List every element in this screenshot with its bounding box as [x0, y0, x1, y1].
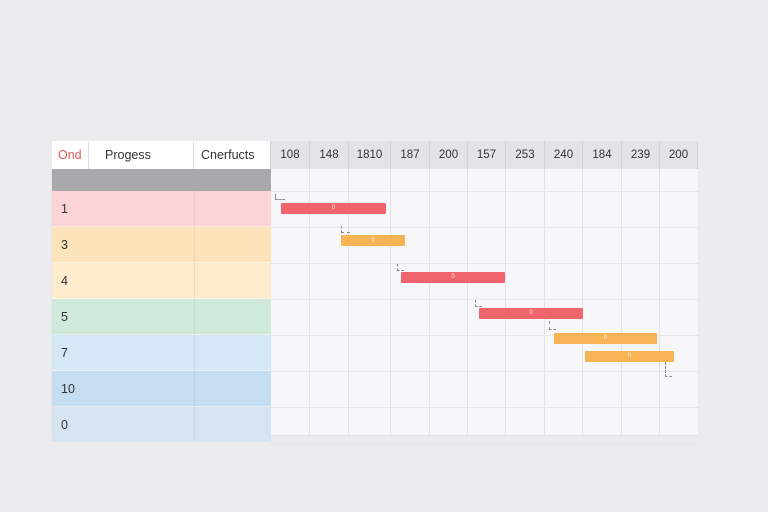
- task-row-id: 10: [61, 382, 75, 396]
- task-row[interactable]: 3: [52, 227, 271, 263]
- task-row[interactable]: 10: [52, 371, 271, 407]
- row-divider: [194, 371, 195, 406]
- task-row-id: 1: [61, 202, 68, 216]
- timeline-column-header[interactable]: 240: [545, 141, 583, 169]
- task-bar-label: 0: [627, 353, 632, 359]
- column-header-conflicts[interactable]: Cnerfucts: [194, 141, 271, 169]
- task-bar-label: 0: [371, 237, 375, 243]
- grid-subheader: [52, 169, 271, 191]
- dependency-link: [275, 194, 285, 200]
- task-row[interactable]: 1: [52, 191, 271, 227]
- column-header-id[interactable]: Ond: [52, 141, 89, 169]
- row-divider: [194, 227, 195, 262]
- row-divider: [194, 191, 195, 226]
- timeline-gridline: [467, 169, 468, 435]
- timeline-column-header[interactable]: 253: [506, 141, 545, 169]
- dependency-link: [665, 362, 672, 377]
- timeline-column-header[interactable]: 200: [430, 141, 468, 169]
- timeline-gridline: [505, 169, 506, 435]
- dependency-link: [475, 300, 482, 307]
- task-row-id: 3: [61, 238, 68, 252]
- task-bar-label: 0: [451, 274, 455, 280]
- timeline-row-line: [271, 371, 698, 372]
- task-row-id: 7: [61, 346, 68, 360]
- timeline-gridline: [582, 169, 583, 435]
- dependency-link: [397, 264, 404, 271]
- task-bar-label: 0: [331, 205, 336, 211]
- timeline-column-header[interactable]: 1810: [349, 141, 391, 169]
- grid-header: Ond Progess Cnerfucts: [52, 141, 271, 169]
- timeline-row-line: [271, 227, 698, 228]
- timeline-column-header[interactable]: 108: [271, 141, 310, 169]
- task-bar-label: 0: [529, 310, 533, 316]
- timeline-gridline: [621, 169, 622, 435]
- timeline-column-header[interactable]: 239: [622, 141, 660, 169]
- timeline-gridline: [429, 169, 430, 435]
- timeline-column-header[interactable]: 148: [310, 141, 349, 169]
- timeline-row-line: [271, 443, 698, 444]
- row-divider: [194, 407, 195, 442]
- timeline-row-line: [271, 299, 698, 300]
- timeline-header: 108 148 1810 187 200 157 253 240 184 239 200: [271, 141, 698, 169]
- gantt-chart: Ond Progess Cnerfucts 1 3 4 5 7 10 0 108 148 181…: [52, 141, 698, 444]
- timeline-gridline: [348, 169, 349, 435]
- timeline-row-line: [271, 191, 698, 192]
- task-bar[interactable]: 0: [401, 272, 505, 283]
- grid-rows: 1 3 4 5 7 10 0: [52, 191, 271, 443]
- task-bar[interactable]: 0: [554, 333, 657, 344]
- timeline-column-header[interactable]: 187: [391, 141, 430, 169]
- timeline-column-header[interactable]: 200: [660, 141, 698, 169]
- timeline-row-line: [271, 335, 698, 336]
- task-bar[interactable]: 0: [585, 351, 674, 362]
- dependency-link: [341, 226, 350, 233]
- task-bar[interactable]: 0: [479, 308, 583, 319]
- timeline-gridline: [390, 169, 391, 435]
- task-bar-label: 0: [603, 335, 608, 341]
- task-row[interactable]: 5: [52, 299, 271, 335]
- row-divider: [194, 299, 195, 334]
- timeline-row-line: [271, 263, 698, 264]
- row-divider: [194, 335, 195, 370]
- timeline-row-line: [271, 407, 698, 408]
- task-row[interactable]: 0: [52, 407, 271, 443]
- task-bar[interactable]: 0: [281, 203, 386, 214]
- timeline-gridline: [309, 169, 310, 435]
- column-header-progress[interactable]: Progess: [89, 141, 194, 169]
- task-row-id: 4: [61, 274, 68, 288]
- row-divider: [194, 263, 195, 298]
- timeline-gridline: [544, 169, 545, 435]
- timeline-gridline: [659, 169, 660, 435]
- task-row-id: 5: [61, 310, 68, 324]
- timeline-column-header[interactable]: 157: [468, 141, 506, 169]
- dependency-link: [549, 321, 556, 330]
- task-bar[interactable]: 0: [341, 235, 405, 246]
- task-row[interactable]: 4: [52, 263, 271, 299]
- task-row-id: 0: [61, 418, 68, 432]
- timeline-column-header[interactable]: 184: [583, 141, 622, 169]
- task-row[interactable]: 7: [52, 335, 271, 371]
- timeline-body: 0 0 0 0 0 0: [271, 169, 698, 444]
